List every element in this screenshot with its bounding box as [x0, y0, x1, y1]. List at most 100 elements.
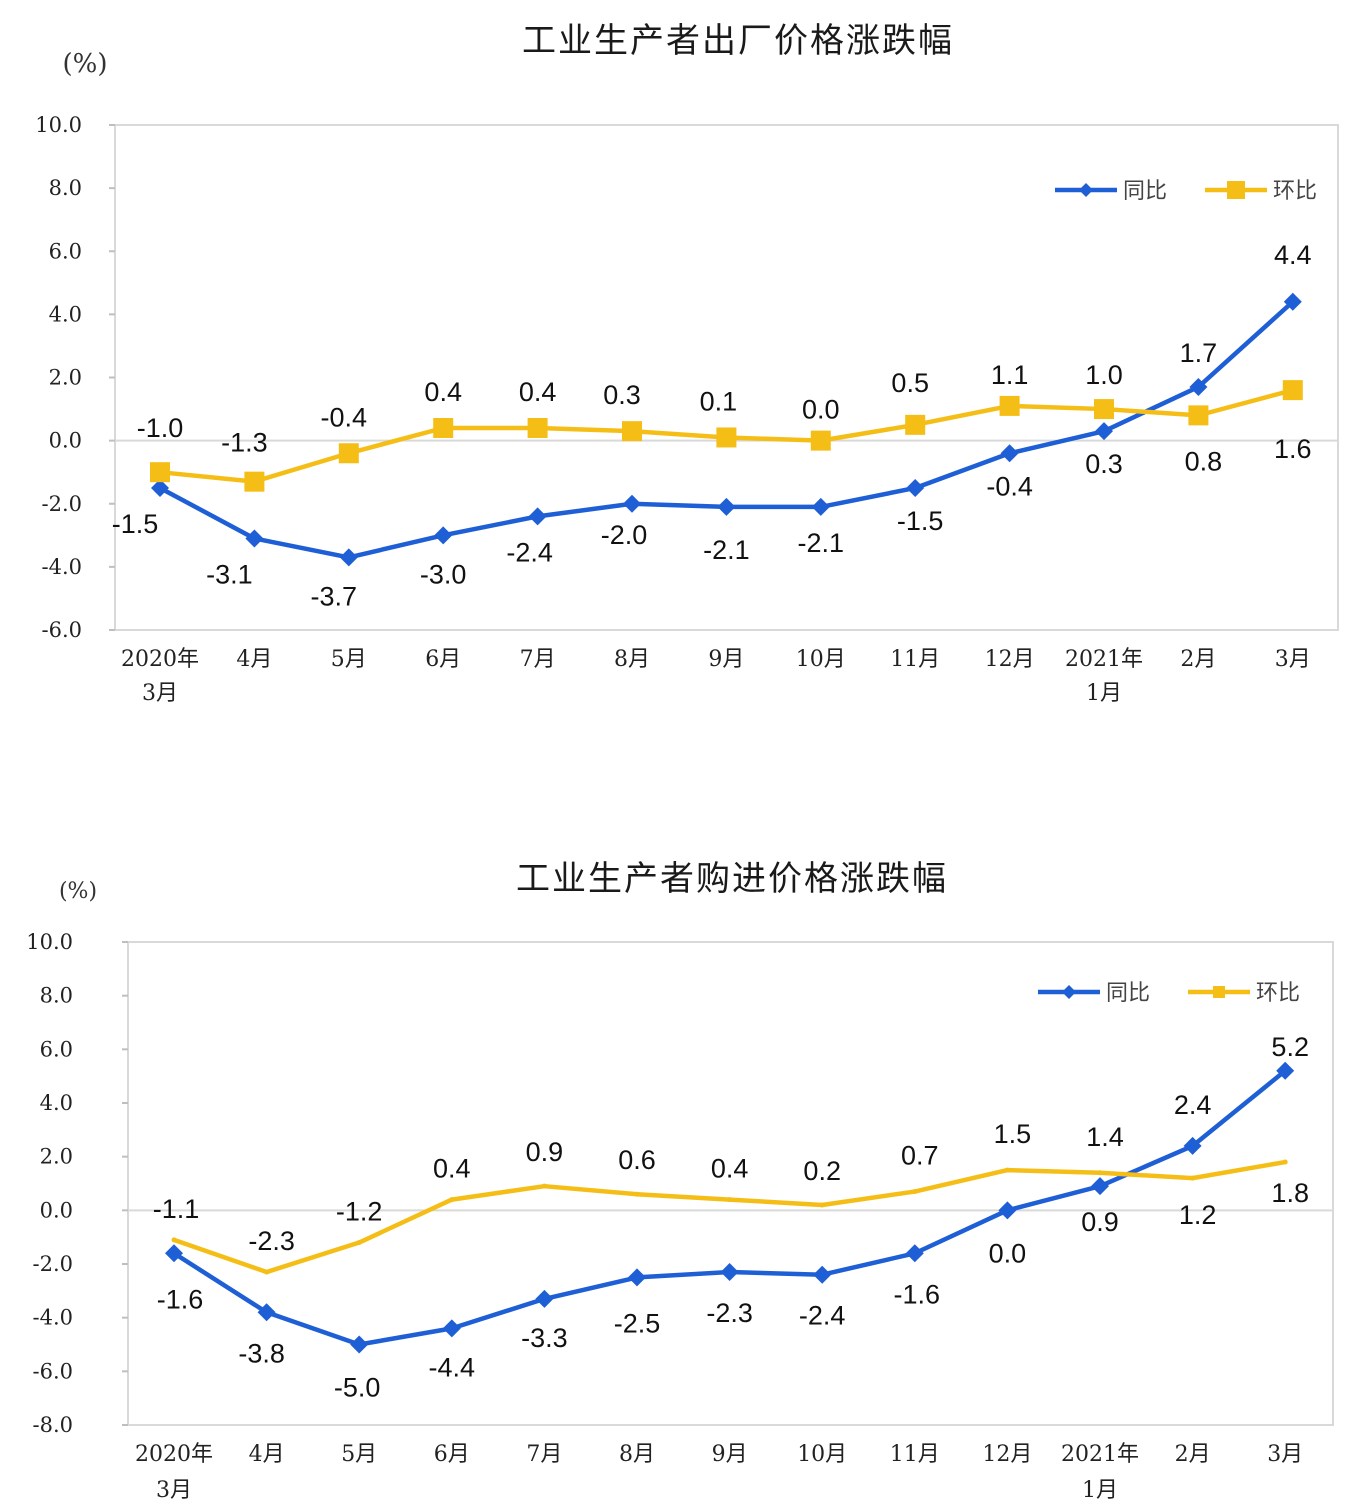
chart-producer-output-price: 工业生产者出厂价格涨跌幅 (%) 10.0 8.0 6.0 4.0 2.0 0.0 -2.0 -4…	[0, 0, 1356, 740]
data-label-yoy: -3.8	[238, 1338, 285, 1368]
y-tick-label: 4.0	[40, 1091, 73, 1115]
legend-item-mom: 环比	[1205, 179, 1317, 204]
data-point-yoy	[442, 1319, 461, 1338]
data-label-mom: 0.4	[433, 1154, 471, 1184]
data-label-yoy: -2.1	[703, 535, 750, 565]
y-tick-label: -4.0	[42, 555, 83, 579]
data-label-mom: 1.1	[991, 360, 1029, 390]
data-point-mom	[1094, 399, 1114, 420]
x-tick-label: 1月	[1082, 1478, 1118, 1503]
data-point-yoy	[1095, 422, 1113, 441]
data-point-yoy	[811, 497, 830, 516]
data-label-yoy: -2.1	[798, 528, 845, 558]
data-label-yoy: -3.7	[311, 581, 358, 611]
y-tick-label: -4.0	[33, 1306, 74, 1330]
data-point-yoy	[1091, 1177, 1109, 1196]
legend-item-mom: 环比	[1188, 981, 1300, 1006]
y-tick-label: -6.0	[33, 1359, 74, 1383]
y-tick-label: 0.0	[49, 429, 82, 453]
data-label-mom: -1.0	[137, 413, 184, 443]
data-label-mom: 0.5	[891, 368, 929, 398]
data-point-yoy	[998, 1201, 1017, 1220]
data-label-yoy: -3.1	[206, 559, 253, 589]
data-label-mom: -2.3	[248, 1226, 295, 1256]
x-tick-label: 10月	[796, 647, 846, 672]
y-tick-label: 4.0	[49, 302, 82, 326]
x-tick-label: 9月	[712, 1442, 748, 1467]
x-tick-label: 3月	[1267, 1442, 1303, 1467]
legend-label: 环比	[1273, 179, 1317, 204]
x-tick-label: 4月	[249, 1442, 285, 1467]
data-point-yoy	[339, 548, 358, 567]
x-tick-label: 11月	[890, 1442, 940, 1467]
x-tick-label: 8月	[614, 647, 650, 672]
x-tick-label: 5月	[331, 647, 367, 672]
data-point-yoy	[151, 478, 169, 497]
data-point-mom	[810, 430, 831, 451]
x-tick-label: 2月	[1175, 1442, 1211, 1467]
legend-marker	[1079, 183, 1093, 197]
data-label-yoy: 4.4	[1274, 240, 1312, 270]
chart-canvas: 工业生产者出厂价格涨跌幅 (%) 10.0 8.0 6.0 4.0 2.0 0.0 -2.0 -4…	[35, 21, 1339, 706]
data-point-mom	[912, 1189, 918, 1195]
data-point-yoy	[720, 1263, 739, 1282]
y-tick-label: 10.0	[26, 930, 73, 954]
chart-title: 工业生产者出厂价格涨跌幅	[522, 21, 954, 61]
y-tick-label: 2.0	[40, 1145, 73, 1169]
data-point-mom	[527, 418, 548, 438]
data-point-mom	[356, 1240, 362, 1246]
data-label-mom: 0.9	[526, 1137, 564, 1167]
data-label-yoy: 0.0	[989, 1238, 1027, 1268]
data-label-yoy: -5.0	[334, 1373, 381, 1403]
y-tick-label: 8.0	[49, 176, 82, 200]
data-point-mom	[622, 421, 642, 442]
data-label-mom: 1.5	[994, 1119, 1032, 1149]
data-point-yoy	[535, 1289, 554, 1308]
data-label-yoy: -4.4	[429, 1352, 476, 1382]
legend-marker	[1062, 985, 1076, 999]
x-tick-label: 2020年	[135, 1442, 213, 1467]
data-point-yoy	[628, 1268, 646, 1287]
data-label-mom: 0.3	[603, 380, 641, 410]
data-label-yoy: -0.4	[986, 471, 1033, 501]
data-label-mom: 0.4	[519, 377, 557, 407]
chart-title: 工业生产者购进价格涨跌幅	[516, 859, 948, 899]
data-label-yoy: 0.9	[1081, 1207, 1119, 1237]
data-point-mom	[999, 395, 1020, 416]
legend-marker	[1213, 986, 1225, 998]
data-label-mom: -1.1	[153, 1194, 200, 1224]
y-tick-label: 0.0	[40, 1198, 73, 1222]
x-tick-label: 3月	[156, 1478, 192, 1503]
data-point-yoy	[528, 507, 547, 526]
data-label-mom: 1.6	[1274, 434, 1312, 464]
x-tick-label: 1月	[1086, 681, 1122, 706]
data-point-mom	[1282, 1159, 1288, 1165]
data-point-mom	[449, 1197, 455, 1203]
data-label-yoy: 2.4	[1174, 1090, 1212, 1120]
data-label-mom: 1.8	[1271, 1178, 1309, 1208]
data-point-mom	[433, 418, 454, 438]
data-label-mom: 0.4	[711, 1154, 749, 1184]
x-tick-label: 4月	[236, 647, 272, 672]
data-point-mom	[171, 1237, 177, 1243]
data-label-yoy: -2.4	[506, 537, 553, 567]
x-tick-label: 9月	[708, 647, 744, 672]
data-label-yoy: -1.6	[894, 1279, 941, 1309]
data-label-yoy: -2.4	[799, 1301, 846, 1331]
x-tick-label: 2020年	[121, 647, 199, 672]
data-point-mom	[634, 1191, 640, 1197]
data-point-yoy	[905, 1244, 924, 1263]
chart-producer-purchase-price: 工业生产者购进价格涨跌幅 (%) 10.0 8.0 6.0 4.0 2.0 0.0 -2.0 -4…	[0, 850, 1356, 1510]
y-tick-label: 6.0	[49, 239, 82, 263]
data-point-yoy	[1283, 292, 1302, 311]
data-label-yoy: -1.5	[112, 509, 159, 539]
data-point-mom	[264, 1269, 270, 1275]
x-tick-label: 2月	[1180, 647, 1216, 672]
y-tick-label: -2.0	[42, 492, 83, 516]
x-tick-label: 12月	[985, 647, 1035, 672]
data-label-yoy: 0.3	[1085, 449, 1123, 479]
data-point-mom	[150, 462, 170, 483]
data-label-yoy: -3.0	[420, 559, 467, 589]
data-point-yoy	[257, 1303, 276, 1322]
legend-item-yoy: 同比	[1038, 981, 1150, 1006]
